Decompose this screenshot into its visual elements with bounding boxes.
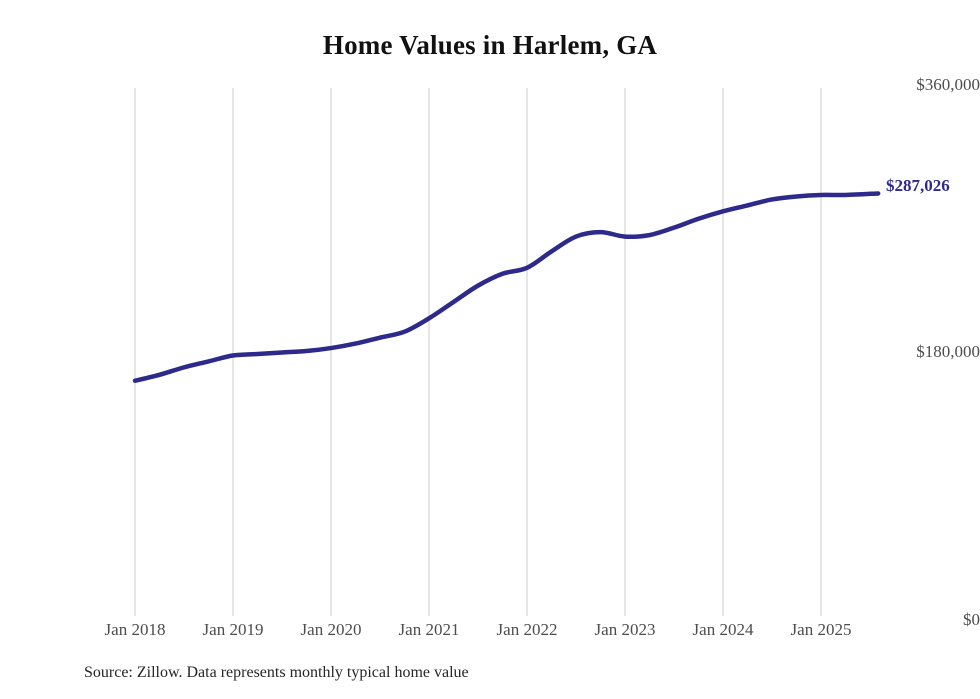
x-axis-tick-label: Jan 2023 [594, 620, 656, 639]
y-axis-tick-label-mid: $180,000 [916, 342, 980, 361]
x-axis-tick-label: Jan 2024 [692, 620, 754, 639]
y-axis-tick-label-max: $360,000 [916, 75, 980, 94]
x-axis-tick-label: Jan 2019 [202, 620, 264, 639]
x-axis-tick-label: Jan 2020 [300, 620, 362, 639]
source-note: Source: Zillow. Data represents monthly … [84, 664, 469, 681]
x-axis-tick-label: Jan 2025 [790, 620, 852, 639]
x-axis-tick-label: Jan 2021 [398, 620, 460, 639]
x-axis-tick-label: Jan 2022 [496, 620, 558, 639]
vertical-gridlines [134, 88, 822, 616]
y-axis-tick-label-zero: $0 [963, 610, 980, 629]
end-value-annotation: $287,026 [886, 176, 950, 196]
chart-title: Home Values in Harlem, GA [322, 30, 658, 60]
home-value-line [132, 191, 881, 383]
x-axis-tick-label: Jan 2018 [104, 620, 166, 639]
